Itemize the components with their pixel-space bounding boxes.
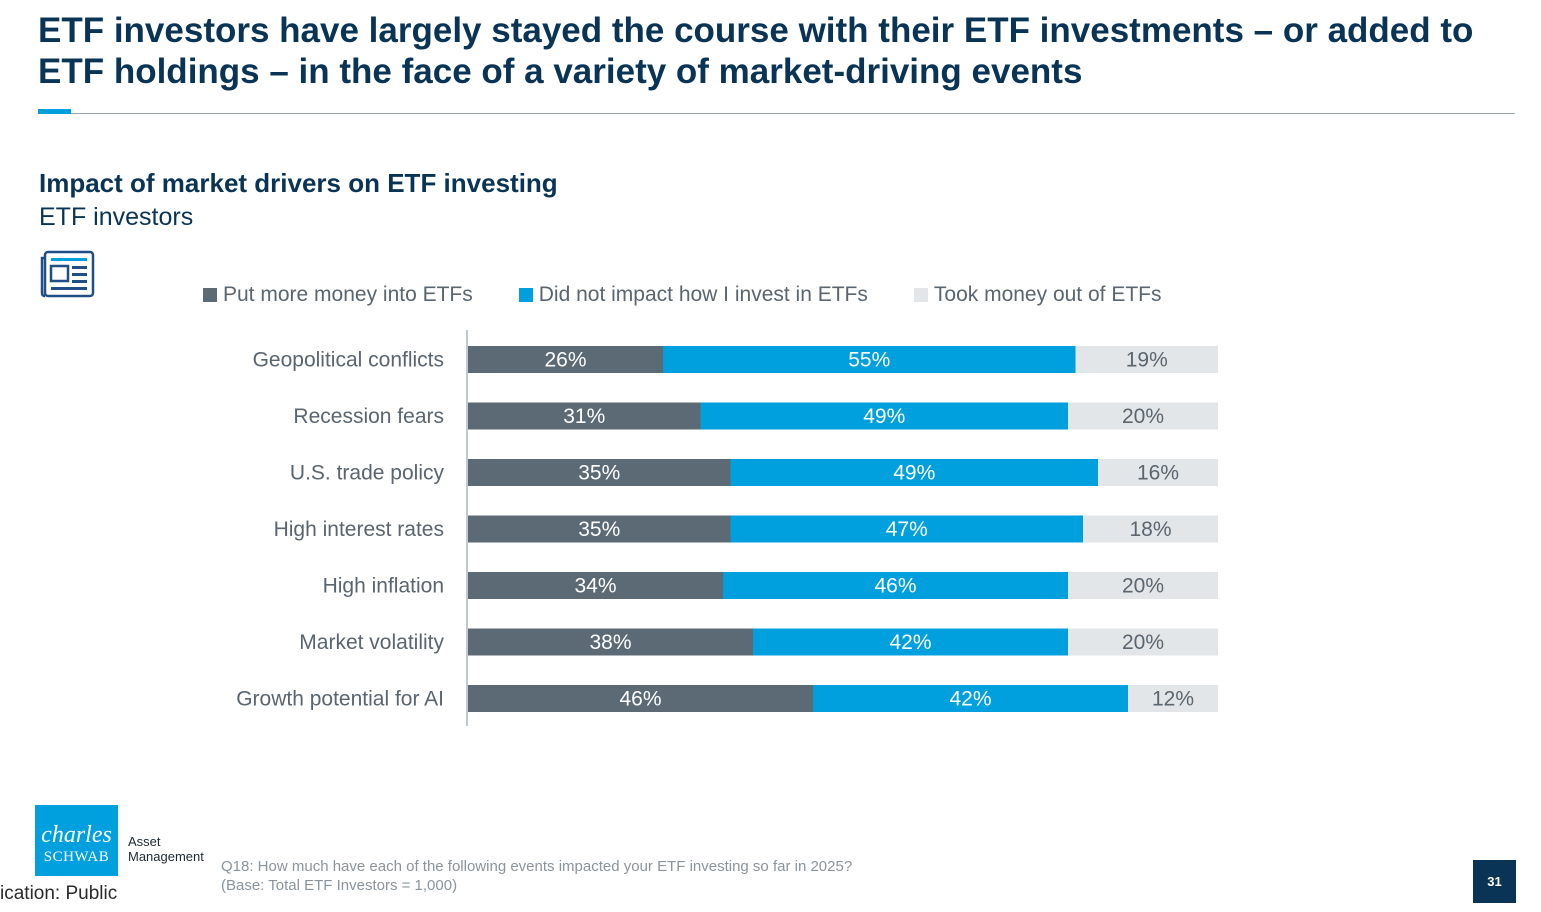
data-label: 38% [589,631,631,654]
bar-segment [730,515,1083,543]
data-label: 35% [578,462,620,485]
legend-swatch [913,288,928,302]
source-footnote: Q18: How much have each of the following… [221,857,852,895]
logo-subtitle-line-1: Asset [128,834,161,849]
data-label: 55% [848,349,890,372]
bar-segment [730,459,1098,486]
category-label: High inflation [323,575,444,598]
bar-segment [468,628,753,656]
chart-legend: Put more money into ETFs Did not impact … [203,281,1208,309]
category-label: U.S. trade policy [290,462,445,485]
data-label: 31% [563,405,605,428]
bar-segment [468,685,813,712]
classification-label: ication: Public [0,883,118,904]
logo-subtitle-line-2: Management [128,849,204,864]
data-label: 42% [949,688,991,711]
bar-segment [468,402,701,430]
bar-segment [753,628,1068,656]
bar-segment [1068,402,1218,430]
data-label: 46% [619,688,661,711]
data-label: 20% [1122,575,1164,598]
data-label: 47% [886,518,928,541]
bar-segment [1098,459,1218,486]
bar-segment [468,459,731,486]
legend-label: Took money out of ETFs [933,283,1162,306]
bar-segment [1075,346,1218,373]
logo-subtitle: Asset Management [128,834,218,864]
category-label: Growth potential for AI [236,688,444,711]
legend-label: Put more money into ETFs [223,283,473,306]
data-label: 18% [1129,518,1171,541]
data-label: 12% [1152,688,1194,711]
legend-swatch [203,288,217,302]
chart-subtitle: ETF investors [39,203,194,231]
bar-segment [663,346,1076,373]
data-label: 34% [574,575,616,598]
page-number: 31 [1473,860,1516,903]
bar-segment [1083,515,1218,543]
logo-schwab-text: SCHWAB [43,849,110,865]
schwab-logo: charles SCHWAB [35,805,118,876]
bar-segment [813,685,1128,712]
chart-title: Impact of market drivers on ETF investin… [39,168,558,198]
category-label: Recession fears [293,405,444,428]
data-label: 20% [1122,405,1164,428]
bar-segment [468,572,723,599]
data-label: 16% [1137,462,1179,485]
data-label: 35% [578,518,620,541]
data-label: 26% [544,349,586,372]
legend-item-took-out: Took money out of ETFs [913,283,1162,307]
legend-item-no-impact: Did not impact how I invest in ETFs [518,283,868,307]
logo-charles-text: charles [41,822,112,848]
bar-segment [723,572,1068,599]
footnote-question: Q18: How much have each of the following… [221,858,853,875]
data-label: 20% [1122,631,1164,654]
category-label: Geopolitical conflicts [253,349,444,372]
title-divider-accent [38,109,71,114]
data-label: 19% [1126,349,1168,372]
data-label: 42% [889,631,931,654]
bar-segment [1128,685,1218,712]
newspaper-icon [40,250,95,298]
data-label: 49% [863,405,905,428]
bar-segment [700,402,1068,430]
data-label: 49% [893,462,935,485]
bar-segment [468,346,663,373]
category-label: High interest rates [274,518,444,541]
category-label: Market volatility [299,631,444,654]
title-divider [38,113,1515,114]
bar-segment [1068,572,1218,599]
page-title: ETF investors have largely stayed the co… [38,11,1474,91]
legend-item-put-more: Put more money into ETFs [203,283,473,307]
data-label: 46% [874,575,916,598]
bar-segment [468,515,731,543]
legend-swatch [518,288,533,302]
legend-label: Did not impact how I invest in ETFs [538,283,868,306]
footnote-base: (Base: Total ETF Investors = 1,000) [221,877,458,894]
bar-segment [1068,628,1218,656]
